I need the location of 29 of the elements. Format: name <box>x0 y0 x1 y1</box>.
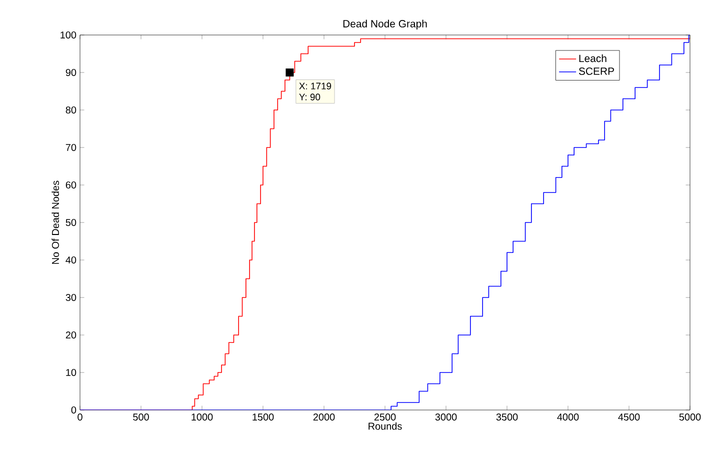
y-tick-label: 20 <box>66 331 76 339</box>
y-tick-label: 10 <box>66 368 76 376</box>
x-tick-label: 2000 <box>313 414 335 421</box>
x-tick-label: 3500 <box>496 414 518 421</box>
x-axis-title: Rounds <box>368 422 402 430</box>
x-tick-label: 500 <box>133 414 149 421</box>
x-tick-label: 3000 <box>435 414 457 421</box>
y-tick-label: 40 <box>66 256 76 264</box>
annotation: Y: 90 <box>299 94 320 100</box>
y-tick-label: 30 <box>66 294 76 302</box>
legend-label: Leach <box>579 54 606 62</box>
y-tick-label: 80 <box>66 106 76 114</box>
y-tick-label: 100 <box>60 31 76 39</box>
x-tick-label: 4500 <box>618 414 640 421</box>
y-tick-label: 70 <box>66 144 76 152</box>
x-tick-label: 1000 <box>192 414 213 421</box>
y-axis-title: No Of Dead Nodes <box>52 180 59 264</box>
y-tick-label: 90 <box>66 68 76 76</box>
annotation: X: 1719 <box>299 82 332 90</box>
x-tick-label: 1500 <box>252 414 274 421</box>
y-tick-label: 60 <box>66 181 76 189</box>
x-tick-label: 2500 <box>374 414 396 421</box>
y-tick-label: 50 <box>66 218 76 226</box>
x-tick-label: 0 <box>78 414 82 421</box>
chart-title: Dead Node Graph <box>343 20 427 30</box>
x-tick-label: 4000 <box>557 414 579 421</box>
x-tick-label: 5000 <box>679 414 701 421</box>
y-tick-label: 0 <box>71 406 76 414</box>
legend-label: SCERP <box>578 67 614 75</box>
